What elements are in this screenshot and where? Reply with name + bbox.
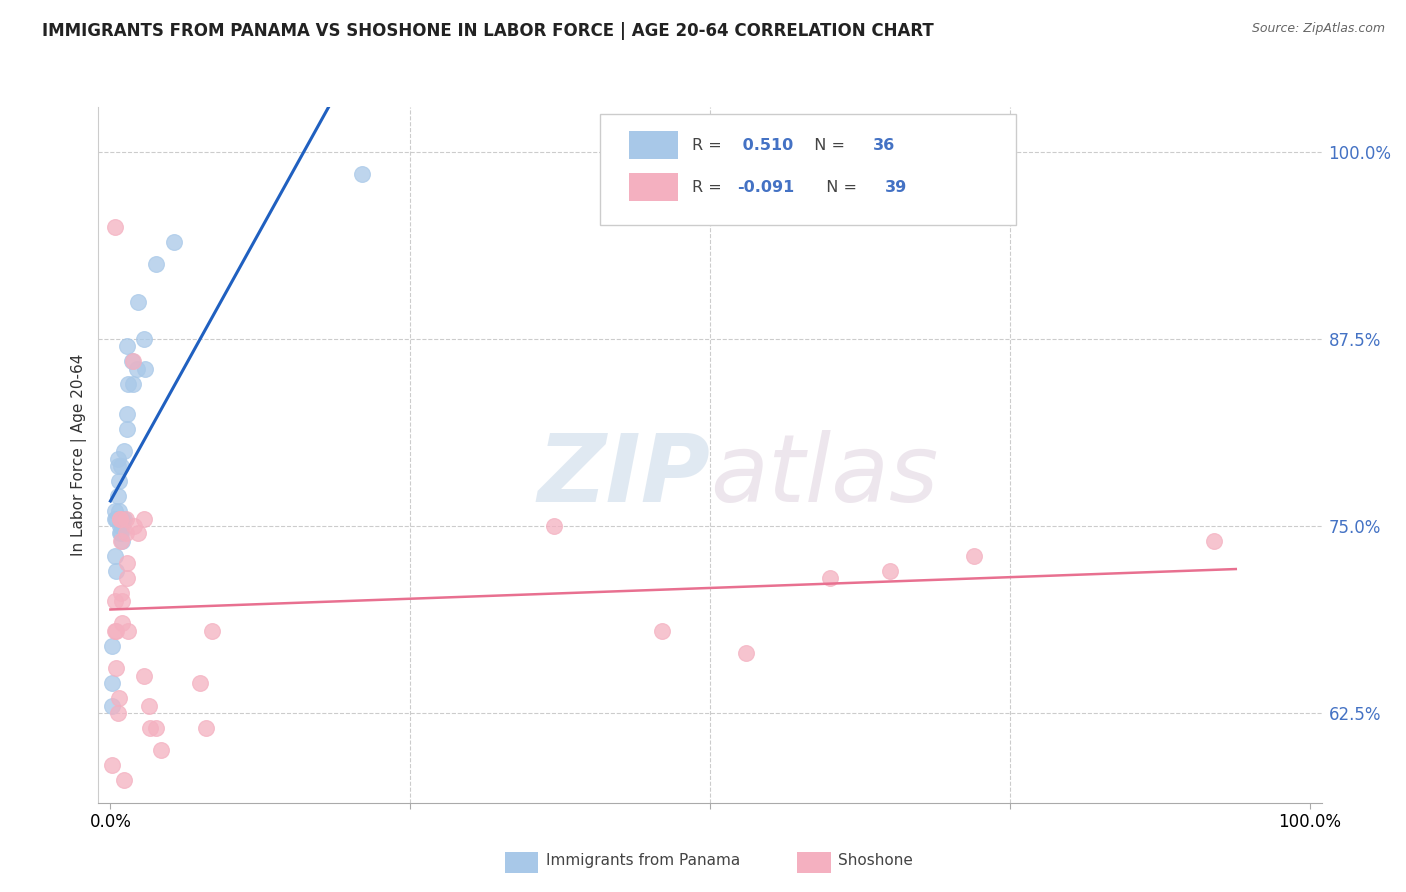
Point bbox=[110, 459, 132, 474]
Point bbox=[108, 504, 129, 518]
Text: 0.510: 0.510 bbox=[737, 137, 793, 153]
Point bbox=[110, 533, 132, 548]
Point bbox=[104, 549, 127, 563]
Point bbox=[112, 511, 135, 525]
Text: atlas: atlas bbox=[710, 430, 938, 521]
Point bbox=[104, 219, 127, 234]
Point bbox=[100, 639, 122, 653]
Point bbox=[195, 721, 218, 735]
Text: 39: 39 bbox=[884, 179, 907, 194]
Point bbox=[132, 332, 155, 346]
Point bbox=[132, 668, 155, 682]
Point bbox=[543, 519, 565, 533]
Text: R =: R = bbox=[692, 179, 727, 194]
Text: ZIP: ZIP bbox=[537, 430, 710, 522]
Point bbox=[127, 294, 149, 309]
Point bbox=[115, 557, 138, 571]
Point bbox=[100, 676, 122, 690]
Point bbox=[105, 564, 128, 578]
Point bbox=[104, 594, 127, 608]
Point bbox=[163, 235, 186, 249]
Point bbox=[110, 511, 132, 525]
Point bbox=[107, 706, 129, 720]
Point bbox=[108, 691, 129, 706]
FancyBboxPatch shape bbox=[630, 173, 678, 201]
Point bbox=[111, 594, 134, 608]
Point bbox=[115, 422, 138, 436]
Point bbox=[100, 698, 122, 713]
Point bbox=[111, 519, 134, 533]
Text: 36: 36 bbox=[873, 137, 896, 153]
Point bbox=[352, 167, 374, 181]
Point bbox=[818, 571, 841, 585]
Point bbox=[107, 451, 129, 466]
Text: N =: N = bbox=[817, 179, 862, 194]
Point bbox=[124, 519, 146, 533]
Text: Immigrants from Panama: Immigrants from Panama bbox=[546, 854, 740, 868]
Point bbox=[104, 624, 127, 638]
Point bbox=[107, 459, 129, 474]
Point bbox=[115, 526, 138, 541]
Point bbox=[735, 646, 758, 660]
Point bbox=[188, 676, 211, 690]
Point bbox=[115, 339, 138, 353]
Point bbox=[117, 376, 139, 391]
Point bbox=[105, 661, 128, 675]
Point bbox=[105, 511, 128, 525]
Point bbox=[149, 743, 172, 757]
Point bbox=[104, 504, 127, 518]
Point bbox=[110, 586, 132, 600]
Point bbox=[879, 564, 901, 578]
Point bbox=[138, 698, 160, 713]
Point bbox=[134, 362, 156, 376]
Y-axis label: In Labor Force | Age 20-64: In Labor Force | Age 20-64 bbox=[72, 354, 87, 556]
Point bbox=[108, 511, 131, 525]
Point bbox=[111, 616, 134, 631]
Point bbox=[121, 354, 143, 368]
Text: Shoshone: Shoshone bbox=[838, 854, 912, 868]
Text: -0.091: -0.091 bbox=[737, 179, 794, 194]
Point bbox=[1202, 533, 1225, 548]
Point bbox=[108, 526, 131, 541]
FancyBboxPatch shape bbox=[630, 131, 678, 159]
Point bbox=[108, 474, 129, 488]
Point bbox=[122, 376, 145, 391]
Point bbox=[145, 721, 167, 735]
Point bbox=[108, 519, 131, 533]
Point bbox=[105, 624, 128, 638]
Point bbox=[117, 624, 139, 638]
Point bbox=[115, 407, 138, 421]
Point bbox=[111, 533, 134, 548]
Point bbox=[122, 354, 145, 368]
Point bbox=[963, 549, 986, 563]
Point bbox=[115, 511, 138, 525]
Point bbox=[110, 526, 132, 541]
FancyBboxPatch shape bbox=[600, 114, 1015, 226]
Point bbox=[112, 773, 135, 788]
Point bbox=[100, 758, 122, 772]
Point bbox=[201, 624, 224, 638]
Point bbox=[651, 624, 673, 638]
Point bbox=[108, 511, 131, 525]
Text: IMMIGRANTS FROM PANAMA VS SHOSHONE IN LABOR FORCE | AGE 20-64 CORRELATION CHART: IMMIGRANTS FROM PANAMA VS SHOSHONE IN LA… bbox=[42, 22, 934, 40]
Point bbox=[127, 526, 149, 541]
Point bbox=[115, 571, 138, 585]
Point bbox=[125, 362, 148, 376]
Point bbox=[132, 511, 155, 525]
Point bbox=[111, 511, 134, 525]
Text: N =: N = bbox=[804, 137, 851, 153]
Point bbox=[107, 489, 129, 503]
Point bbox=[145, 257, 167, 271]
Text: R =: R = bbox=[692, 137, 727, 153]
Text: Source: ZipAtlas.com: Source: ZipAtlas.com bbox=[1251, 22, 1385, 36]
Point bbox=[139, 721, 162, 735]
Point bbox=[112, 444, 135, 458]
Point bbox=[104, 511, 127, 525]
